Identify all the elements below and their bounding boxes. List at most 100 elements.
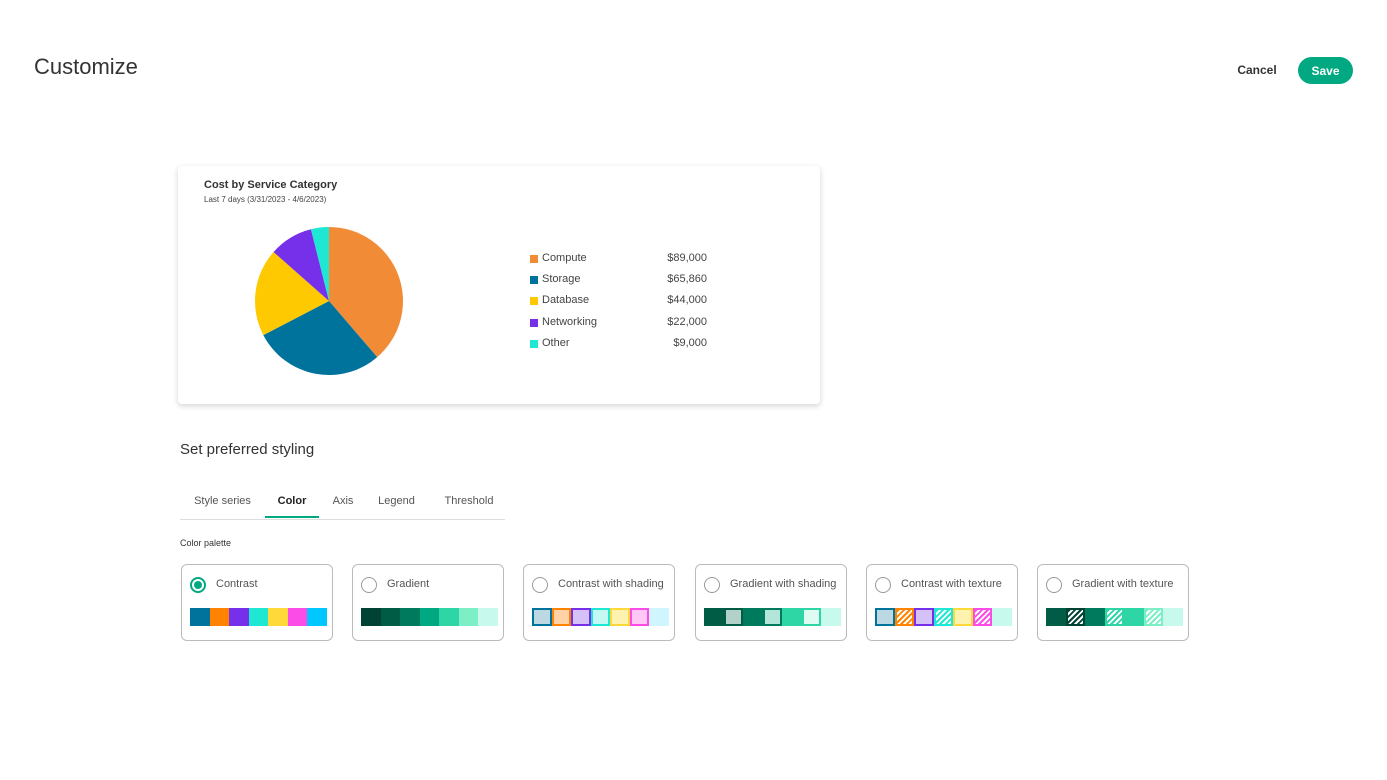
pie-slice-storage: [263, 301, 378, 375]
pie-slice-networking: [273, 229, 329, 301]
legend-label: Networking: [542, 315, 598, 328]
palette-swatches: [1046, 608, 1183, 626]
palette-swatch: [972, 608, 992, 626]
palette-radio[interactable]: [190, 577, 206, 593]
palette-radio[interactable]: [1046, 577, 1062, 593]
palette-swatch: [992, 608, 1012, 626]
legend-value: $22,000: [667, 315, 707, 328]
palette-swatches: [361, 608, 498, 626]
palette-swatch: [821, 608, 841, 626]
tab-style-series[interactable]: Style series: [194, 495, 251, 507]
legend-label: Storage: [542, 273, 581, 286]
palette-swatch: [1085, 608, 1105, 626]
page-title: Customize: [34, 54, 138, 79]
palette-swatch: [1046, 608, 1066, 626]
palette-swatch: [723, 608, 743, 626]
palette-swatch: [380, 608, 400, 626]
legend-swatch: [530, 339, 538, 348]
palette-swatch: [590, 608, 610, 626]
palette-name: Contrast with texture: [901, 578, 1002, 590]
legend-item: Other $9,000: [530, 337, 710, 358]
palette-swatch: [532, 608, 552, 626]
chart-title: Cost by Service Category: [204, 179, 338, 191]
cancel-button[interactable]: Cancel: [1226, 58, 1288, 82]
palette-swatch: [209, 608, 229, 626]
palette-option-contrast[interactable]: Contrast: [181, 564, 333, 641]
palette-swatch: [439, 608, 459, 626]
legend-label: Database: [542, 294, 590, 307]
palette-swatch: [801, 608, 821, 626]
palette-swatch: [953, 608, 973, 626]
pie-slice-other: [310, 227, 329, 301]
palette-swatch: [914, 608, 934, 626]
palette-swatch: [458, 608, 478, 626]
legend-item: Storage $65,860: [530, 273, 710, 294]
palette-swatch: [1065, 608, 1085, 626]
palette-swatch: [1143, 608, 1163, 626]
palette-radio[interactable]: [361, 577, 377, 593]
palette-swatch: [894, 608, 914, 626]
legend-value: $9,000: [673, 336, 707, 349]
styling-tabs: Style series Color Axis Legend Threshold: [180, 489, 505, 520]
palette-swatch: [190, 608, 210, 626]
palette-swatch: [248, 608, 268, 626]
palette-swatch: [229, 608, 249, 626]
palette-swatch: [551, 608, 571, 626]
palette-radio[interactable]: [704, 577, 720, 593]
tab-legend[interactable]: Legend: [378, 495, 415, 507]
palette-option-contrast-with-texture[interactable]: Contrast with texture: [866, 564, 1018, 641]
legend-swatch: [530, 318, 538, 327]
palette-swatch: [875, 608, 895, 626]
palette-swatch: [400, 608, 420, 626]
palette-swatch: [933, 608, 953, 626]
styling-heading: Set preferred styling: [180, 441, 315, 458]
palette-option-contrast-with-shading[interactable]: Contrast with shading: [523, 564, 675, 641]
palette-swatch: [1163, 608, 1183, 626]
palette-name: Gradient: [387, 578, 430, 590]
palette-name: Contrast with shading: [558, 578, 664, 590]
palette-name: Gradient with shading: [730, 578, 837, 590]
palette-swatch: [361, 608, 381, 626]
palette-swatch: [629, 608, 649, 626]
palette-name: Gradient with texture: [1072, 578, 1174, 590]
palette-swatches: [190, 608, 327, 626]
legend-value: $89,000: [667, 252, 707, 264]
tab-threshold[interactable]: Threshold: [444, 495, 494, 507]
palette-swatch: [782, 608, 802, 626]
legend-value: $44,000: [667, 294, 707, 307]
tab-color[interactable]: Color: [265, 489, 319, 518]
palette-swatch: [287, 608, 307, 626]
palette-swatch: [571, 608, 591, 626]
palette-radio[interactable]: [532, 577, 548, 593]
palette-option-gradient-with-texture[interactable]: Gradient with texture: [1037, 564, 1189, 641]
legend-label: Other: [542, 336, 570, 349]
palette-option-gradient-with-shading[interactable]: Gradient with shading: [695, 564, 847, 641]
palette-swatches: [704, 608, 841, 626]
legend-swatch: [530, 297, 538, 306]
legend-item: Database $44,000: [530, 294, 710, 315]
save-button[interactable]: Save: [1298, 57, 1353, 84]
palette-swatch: [610, 608, 630, 626]
palette-swatch: [307, 608, 327, 626]
legend-label: Compute: [542, 252, 587, 264]
pie-slice-database: [255, 252, 329, 336]
legend-item: Compute $89,000: [530, 252, 710, 273]
legend-swatch: [530, 276, 538, 285]
legend-item: Networking $22,000: [530, 316, 710, 337]
palette-swatch: [762, 608, 782, 626]
palette-swatch: [743, 608, 763, 626]
palette-swatch: [704, 608, 724, 626]
pie-chart: [255, 227, 403, 375]
palette-swatch: [1104, 608, 1124, 626]
palette-radio[interactable]: [875, 577, 891, 593]
tab-axis[interactable]: Axis: [332, 495, 354, 507]
palette-swatch: [268, 608, 288, 626]
legend-value: $65,860: [667, 273, 707, 286]
chart-preview-card: Cost by Service Category Last 7 days (3/…: [178, 166, 820, 404]
chart-subtitle: Last 7 days (3/31/2023 - 4/6/2023): [204, 195, 327, 204]
palette-swatches: [532, 608, 669, 626]
palette-option-gradient[interactable]: Gradient: [352, 564, 504, 641]
palette-swatch: [649, 608, 669, 626]
palette-swatch: [1124, 608, 1144, 626]
chart-legend: Compute $89,000 Storage $65,860 Database $44,…: [530, 252, 710, 358]
